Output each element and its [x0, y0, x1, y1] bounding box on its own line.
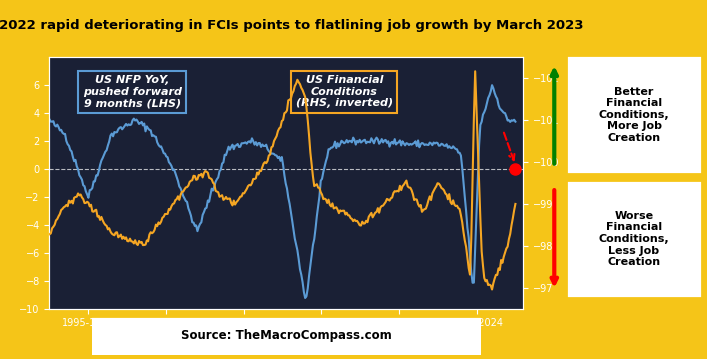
Text: US Financial
Conditions
(RHS, inverted): US Financial Conditions (RHS, inverted): [296, 75, 393, 108]
FancyBboxPatch shape: [566, 55, 702, 174]
Text: US NFP YoY,
pushed forward
9 months (LHS): US NFP YoY, pushed forward 9 months (LHS…: [83, 75, 182, 108]
Text: Worse
Financial
Conditions,
Less Job
Creation: Worse Financial Conditions, Less Job Cre…: [599, 211, 670, 267]
Text: The 2022 rapid deteriorating in FCIs points to flatlining job growth by March 20: The 2022 rapid deteriorating in FCIs poi…: [0, 19, 584, 32]
Text: Better
Financial
Conditions,
More Job
Creation: Better Financial Conditions, More Job Cr…: [599, 87, 670, 143]
FancyBboxPatch shape: [566, 180, 702, 298]
Text: Source: TheMacroCompass.com: Source: TheMacroCompass.com: [181, 329, 392, 342]
FancyBboxPatch shape: [88, 316, 485, 356]
